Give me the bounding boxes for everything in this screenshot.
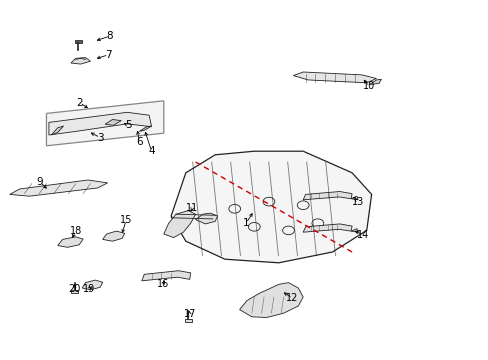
Text: 7: 7 xyxy=(105,50,112,60)
Polygon shape xyxy=(239,283,303,318)
Polygon shape xyxy=(293,72,376,83)
Bar xyxy=(75,40,81,43)
Polygon shape xyxy=(142,271,190,281)
Text: 2: 2 xyxy=(76,98,83,108)
Polygon shape xyxy=(195,213,217,224)
Polygon shape xyxy=(71,58,90,64)
Polygon shape xyxy=(303,224,351,232)
Text: 8: 8 xyxy=(106,31,113,41)
Polygon shape xyxy=(350,196,357,200)
Text: 6: 6 xyxy=(136,137,142,147)
Bar xyxy=(184,319,191,322)
Text: 4: 4 xyxy=(148,146,155,156)
Polygon shape xyxy=(139,126,151,131)
Polygon shape xyxy=(350,229,357,232)
Text: 10: 10 xyxy=(362,81,375,91)
Polygon shape xyxy=(102,231,124,241)
Polygon shape xyxy=(58,237,83,247)
Text: 19: 19 xyxy=(82,284,95,294)
Polygon shape xyxy=(163,211,195,238)
Text: 17: 17 xyxy=(183,309,196,319)
Text: 5: 5 xyxy=(124,120,131,130)
Text: 15: 15 xyxy=(120,215,132,225)
Text: 3: 3 xyxy=(97,132,103,143)
Polygon shape xyxy=(368,79,381,85)
Polygon shape xyxy=(10,180,107,196)
Bar xyxy=(71,290,78,293)
Text: 18: 18 xyxy=(69,226,82,236)
Text: 1: 1 xyxy=(242,218,249,228)
Polygon shape xyxy=(171,151,371,263)
Text: 12: 12 xyxy=(285,293,298,303)
Polygon shape xyxy=(303,192,351,200)
Text: 11: 11 xyxy=(185,203,198,213)
Polygon shape xyxy=(51,126,63,135)
Polygon shape xyxy=(49,112,151,135)
Text: 9: 9 xyxy=(37,177,43,187)
Text: 16: 16 xyxy=(156,279,169,289)
Polygon shape xyxy=(105,120,121,125)
Polygon shape xyxy=(46,101,163,146)
Text: 20: 20 xyxy=(68,284,81,294)
Text: 13: 13 xyxy=(351,197,364,207)
Text: 14: 14 xyxy=(356,230,368,240)
Polygon shape xyxy=(82,280,102,290)
